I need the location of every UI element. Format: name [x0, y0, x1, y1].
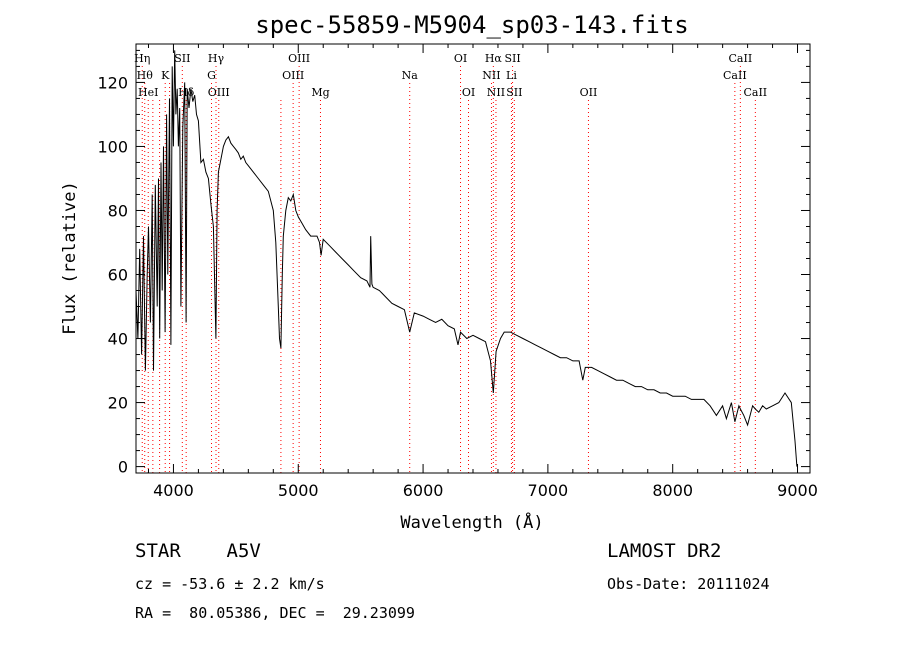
marker-label: OII: [580, 86, 598, 99]
marker-label: K: [161, 69, 170, 82]
marker-label: Li: [506, 69, 517, 82]
marker-label: Hα: [485, 52, 503, 65]
marker-label: CaII: [743, 86, 767, 99]
marker-label: OI: [454, 52, 467, 65]
x-tick-label: 4000: [153, 481, 194, 500]
y-tick-label: 80: [108, 201, 128, 220]
marker-label: SII: [504, 52, 520, 65]
marker-label: NII: [482, 69, 500, 82]
observation-date: Obs-Date: 20111024: [607, 575, 770, 593]
marker-label: CaII: [729, 52, 753, 65]
spectral-class: STAR A5V: [135, 540, 261, 562]
coordinates: RA = 80.05386, DEC = 29.23099: [135, 604, 415, 622]
marker-label: HeI: [138, 86, 158, 99]
redshift-velocity: cz = -53.6 ± 2.2 km/s: [135, 575, 325, 593]
marker-label: Mg: [311, 86, 329, 99]
marker-label: Hθ: [137, 69, 154, 82]
x-tick-label: 9000: [777, 481, 818, 500]
marker-lines: [141, 66, 756, 473]
y-axis-label: Flux (relative): [60, 181, 80, 335]
marker-labels: HηHθHeIKSIIHδGHγOIIIOIIIOIIIMgNaOIOINIIH…: [134, 52, 767, 99]
x-tick-label: 5000: [278, 481, 319, 500]
marker-label: Na: [402, 69, 419, 82]
y-tick-label: 20: [108, 394, 128, 413]
axis-ticks: 4000 5000 6000 7000 8000 9000 0 20 40 60 80 100 120: [97, 44, 818, 500]
x-tick-label: 6000: [403, 481, 444, 500]
marker-label: Hη: [134, 52, 150, 65]
marker-label: SII: [174, 52, 190, 65]
marker-label: Hγ: [208, 52, 225, 65]
x-tick-label: 7000: [528, 481, 569, 500]
spectrum-line: [135, 50, 798, 467]
y-tick-label: 100: [97, 137, 128, 156]
survey-name: LAMOST DR2: [607, 540, 722, 562]
marker-label: NII: [487, 86, 505, 99]
y-tick-label: 120: [97, 73, 128, 92]
x-axis-label: Wavelength (Å): [400, 511, 543, 533]
chart-title: spec-55859-M5904_sp03-143.fits: [255, 11, 688, 39]
marker-label: OIII: [288, 52, 310, 65]
marker-label: OI: [462, 86, 475, 99]
marker-label: OIII: [282, 69, 304, 82]
marker-label: OIII: [208, 86, 230, 99]
y-tick-label: 60: [108, 266, 128, 285]
marker-label: G: [207, 69, 216, 82]
marker-label: SII: [506, 86, 522, 99]
plot-frame: [135, 43, 811, 474]
y-tick-label: 40: [108, 330, 128, 349]
y-tick-label: 0: [118, 458, 128, 477]
x-tick-label: 8000: [652, 481, 693, 500]
marker-label: CaII: [723, 69, 747, 82]
